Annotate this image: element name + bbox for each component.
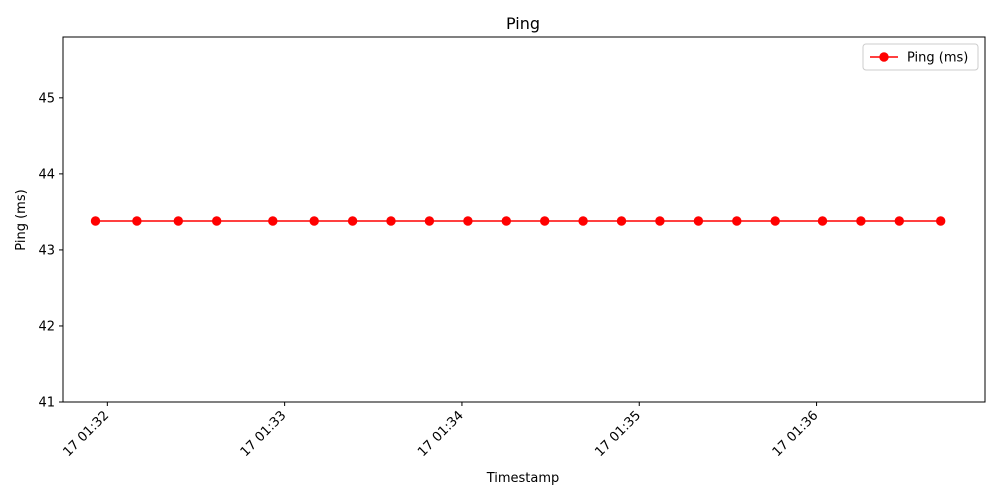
data-point: [424, 216, 435, 226]
x-tick-label: 17 01:33: [238, 408, 290, 460]
y-tick-label: 41: [38, 396, 55, 411]
data-point: [386, 216, 396, 226]
data-point: [616, 216, 627, 226]
y-tick-label: 43: [38, 243, 55, 258]
x-tick-label: 17 01:34: [415, 408, 467, 460]
plot-area: [63, 37, 985, 402]
x-tick-label: 17 01:36: [770, 408, 822, 460]
data-point: [173, 216, 184, 226]
x-tick-label: 17 01:32: [60, 408, 112, 460]
data-point: [856, 216, 866, 226]
legend-box: [862, 43, 979, 71]
data-point: [732, 216, 742, 226]
data-point: [655, 216, 665, 226]
data-point: [268, 216, 278, 226]
data-point: [936, 216, 946, 226]
data-point: [212, 216, 222, 226]
x-tick-label: 17 01:35: [592, 408, 644, 460]
data-point: [132, 216, 142, 226]
data-point: [693, 216, 704, 226]
y-tick-label: 44: [38, 167, 55, 182]
y-axis-label: Ping (ms): [14, 189, 29, 250]
data-point: [540, 216, 550, 226]
y-tick-label: 42: [38, 319, 55, 334]
chart-title: Ping: [506, 14, 540, 33]
data-point: [770, 216, 780, 226]
legend-marker: [879, 52, 889, 62]
data-point: [894, 216, 904, 226]
legend: Ping (ms): [862, 43, 979, 71]
data-point: [463, 216, 473, 226]
series-layer: [90, 216, 946, 226]
data-point: [347, 216, 358, 226]
legend-label: Ping (ms): [907, 51, 968, 66]
data-point: [578, 216, 588, 226]
data-point: [817, 216, 828, 226]
data-point: [90, 216, 101, 226]
x-axis-label: Timestamp: [486, 471, 560, 486]
y-axis-ticks: 41 42 43 44 45: [38, 91, 63, 411]
data-point: [309, 216, 319, 226]
y-tick-label: 45: [38, 91, 55, 106]
x-axis-ticks: 17 01:32 17 01:33 17 01:34 17 01:35 17 01:36: [60, 402, 821, 460]
plot-frame: [62, 36, 986, 403]
data-point: [501, 216, 511, 226]
